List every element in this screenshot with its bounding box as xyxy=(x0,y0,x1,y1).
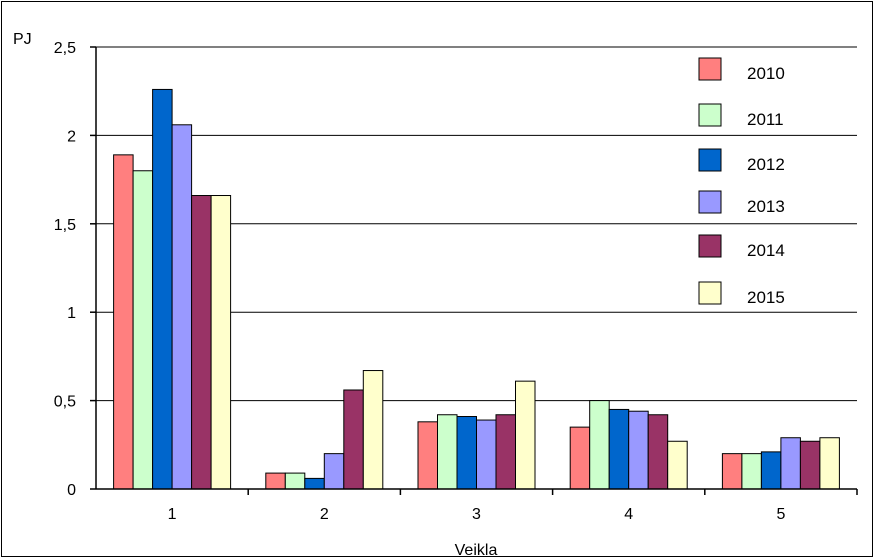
bar-2015-3 xyxy=(515,380,536,490)
legend-swatch xyxy=(698,281,722,305)
y-tick-label: 1,5 xyxy=(54,217,76,234)
bar-2010-4 xyxy=(569,426,591,490)
legend-label: 2014 xyxy=(747,241,785,260)
legend-swatch xyxy=(698,103,722,127)
x-tick-label: 2 xyxy=(320,506,329,523)
legend-item-2014: 2014 xyxy=(698,234,785,260)
legend-swatch xyxy=(698,190,722,214)
y-tick-label: 0 xyxy=(67,482,76,499)
legend-swatch xyxy=(698,148,722,172)
bar-2011-3 xyxy=(437,414,458,490)
y-tick-label: 1 xyxy=(67,305,76,322)
bar-2010-3 xyxy=(417,421,438,490)
bar-2012-5 xyxy=(760,451,782,490)
legend-item-2015: 2015 xyxy=(698,281,785,307)
legend-label: 2010 xyxy=(747,64,785,83)
bar-2015-2 xyxy=(362,370,384,490)
y-tick-label: 2,5 xyxy=(54,40,76,57)
bar-2011-2 xyxy=(284,472,306,490)
bar-2010-2 xyxy=(265,472,286,490)
legend-swatch xyxy=(698,234,722,258)
bar-2012-4 xyxy=(608,408,630,490)
legend-item-2010: 2010 xyxy=(698,57,785,83)
x-axis-title: Veikla xyxy=(455,542,498,559)
x-tick-label: 1 xyxy=(168,506,177,523)
legend-item-2011: 2011 xyxy=(698,103,784,129)
bar-2010-1 xyxy=(113,154,134,490)
bar-2014-5 xyxy=(799,440,821,490)
x-tick-label: 4 xyxy=(624,506,633,523)
bar-2013-2 xyxy=(323,453,345,490)
bar-2013-5 xyxy=(780,437,801,490)
bar-2013-1 xyxy=(171,124,193,490)
legend-label: 2012 xyxy=(747,155,785,174)
legend-item-2013: 2013 xyxy=(698,190,785,216)
y-tick-label: 0,5 xyxy=(54,394,76,411)
x-tick-label: 3 xyxy=(472,506,481,523)
bars xyxy=(113,88,840,490)
x-ticks: 1 2 3 4 5 xyxy=(168,489,858,523)
bar-2014-3 xyxy=(495,414,516,490)
y-ticks: 0 0,5 1 1,5 2 2,5 xyxy=(54,40,96,499)
legend-label: 2015 xyxy=(747,288,785,307)
bar-2012-3 xyxy=(456,416,477,490)
legend-label: 2011 xyxy=(747,110,784,129)
bar-2015-4 xyxy=(667,440,688,490)
bar-2010-5 xyxy=(721,453,743,490)
legend-item-2012: 2012 xyxy=(698,148,785,174)
x-tick-label: 5 xyxy=(776,506,785,523)
bar-2012-2 xyxy=(304,477,325,490)
bar-2015-5 xyxy=(819,437,840,490)
bar-2012-1 xyxy=(152,88,173,490)
bar-2011-4 xyxy=(589,400,610,490)
bar-2015-1 xyxy=(210,195,232,490)
bar-2014-4 xyxy=(647,414,669,490)
y-tick-label: 2 xyxy=(67,128,76,145)
legend-swatch xyxy=(698,57,722,81)
legend: 2010 2011 2012 2013 2014 2015 xyxy=(698,57,785,307)
bar-2014-1 xyxy=(191,195,212,490)
bar-2011-1 xyxy=(132,170,154,490)
axes xyxy=(95,47,857,490)
bar-2013-4 xyxy=(628,410,649,490)
bar-2013-3 xyxy=(476,419,497,490)
legend-label: 2013 xyxy=(747,197,785,216)
bar-2014-2 xyxy=(343,389,364,490)
y-axis-title: PJ xyxy=(13,31,32,48)
bar-2011-5 xyxy=(741,453,762,490)
